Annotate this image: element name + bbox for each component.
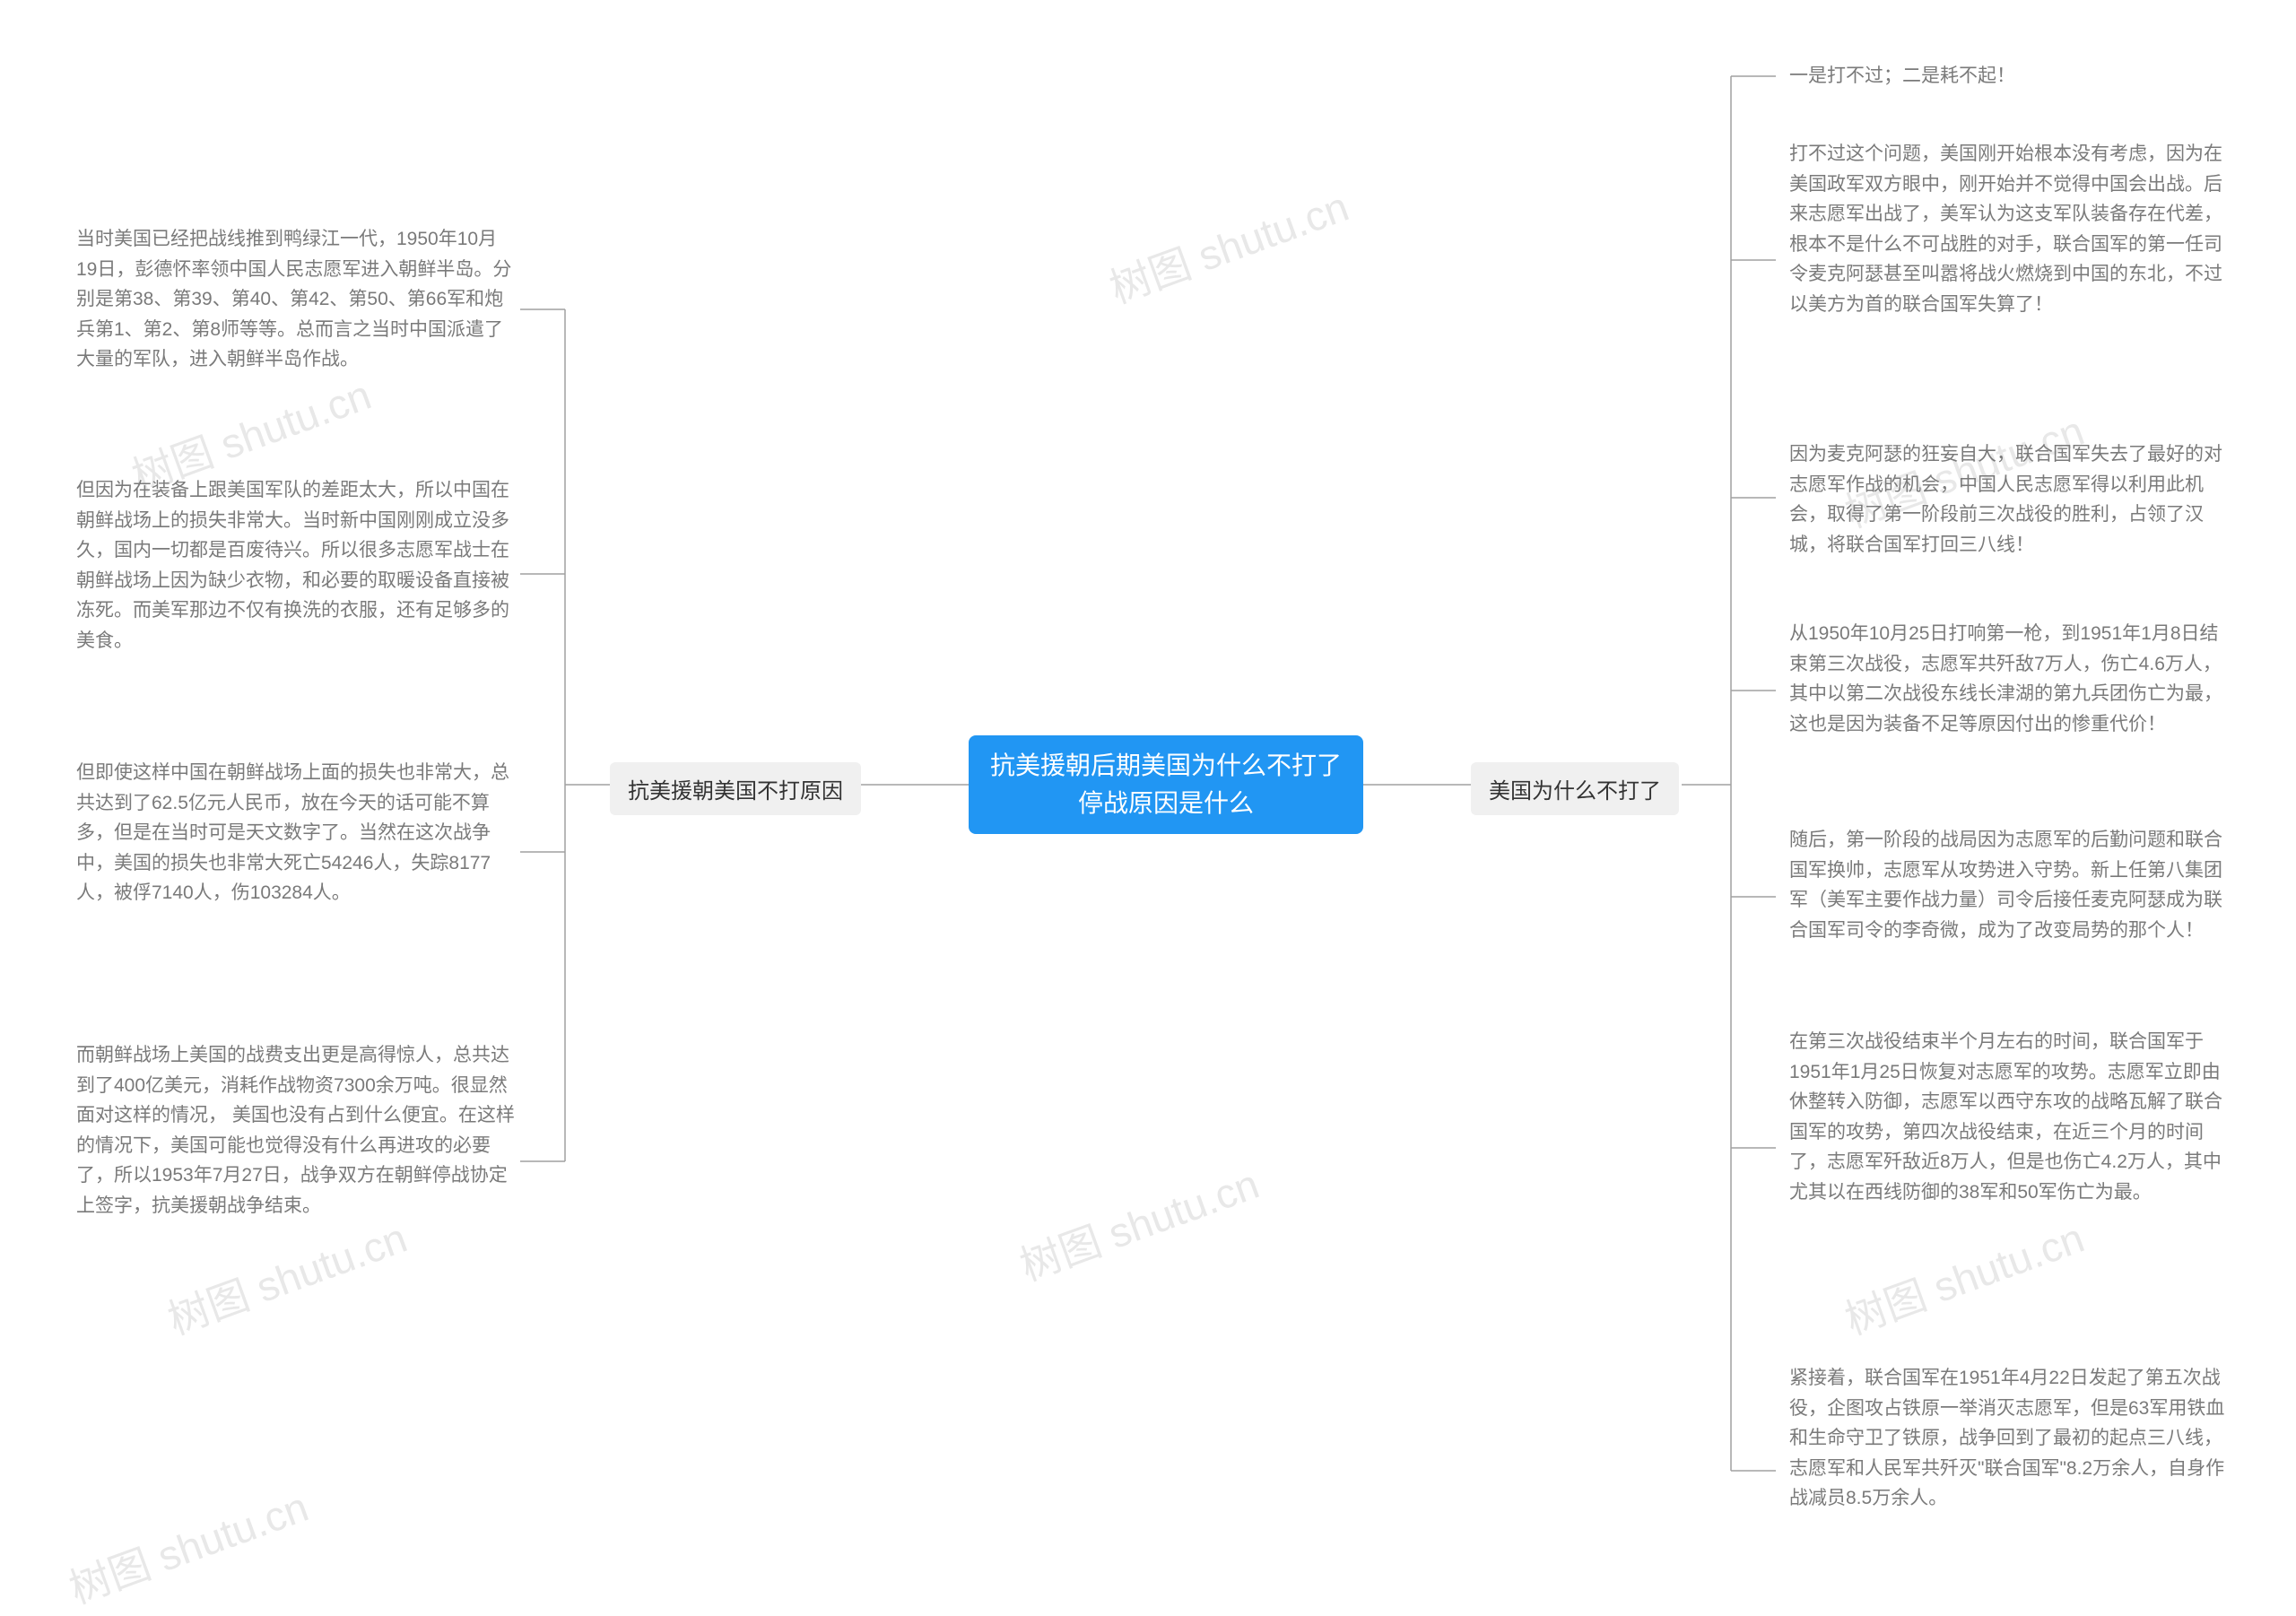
left-leaf[interactable]: 但即使这样中国在朝鲜战场上面的损失也非常大，总共达到了62.5亿元人民币，放在今… (76, 758, 516, 908)
left-leaf[interactable]: 而朝鲜战场上美国的战费支出更是高得惊人，总共达到了400亿美元，消耗作战物资73… (76, 1040, 516, 1221)
leaf-text: 一是打不过；二是耗不起！ (1789, 65, 2015, 86)
right-leaf[interactable]: 因为麦克阿瑟的狂妄自大，联合国军失去了最好的对志愿军作战的机会，中国人民志愿军得… (1789, 439, 2229, 560)
leaf-text: 紧接着，联合国军在1951年4月22日发起了第五次战役，企图攻占铁原一举消灭志愿… (1789, 1368, 2224, 1508)
center-topic-label: 抗美援朝后期美国为什么不打了 停战原因是什么 (979, 747, 1352, 822)
center-topic[interactable]: 抗美援朝后期美国为什么不打了 停战原因是什么 (969, 735, 1363, 834)
watermark: 树图 shutu.cn (60, 1474, 315, 1615)
leaf-text: 从1950年10月25日打响第一枪，到1951年1月8日结束第三次战役，志愿军共… (1789, 623, 2222, 734)
leaf-text: 在第三次战役结束半个月左右的时间，联合国军于1951年1月25日恢复对志愿军的攻… (1789, 1031, 2222, 1203)
right-leaf[interactable]: 在第三次战役结束半个月左右的时间，联合国军于1951年1月25日恢复对志愿军的攻… (1789, 1027, 2229, 1208)
leaf-text: 当时美国已经把战线推到鸭绿江一代，1950年10月19日，彭德怀率领中国人民志愿… (76, 229, 511, 369)
right-leaf[interactable]: 随后，第一阶段的战局因为志愿军的后勤问题和联合国军换帅，志愿军从攻势进入守势。新… (1789, 825, 2229, 945)
right-leaf[interactable]: 打不过这个问题，美国刚开始根本没有考虑，因为在美国政军双方眼中，刚开始并不觉得中… (1789, 139, 2229, 320)
watermark: 树图 shutu.cn (1011, 1151, 1265, 1292)
right-leaf[interactable]: 紧接着，联合国军在1951年4月22日发起了第五次战役，企图攻占铁原一举消灭志愿… (1789, 1363, 2229, 1514)
leaf-text: 但因为在装备上跟美国军队的差距太大，所以中国在朝鲜战场上的损失非常大。当时新中国… (76, 480, 509, 651)
leaf-text: 因为麦克阿瑟的狂妄自大，联合国军失去了最好的对志愿军作战的机会，中国人民志愿军得… (1789, 444, 2222, 555)
right-branch-label: 美国为什么不打了 (1489, 779, 1661, 804)
watermark: 树图 shutu.cn (1100, 174, 1355, 315)
watermark: 树图 shutu.cn (159, 1205, 413, 1346)
watermark: 树图 shutu.cn (1836, 1205, 2091, 1346)
leaf-text: 随后，第一阶段的战局因为志愿军的后勤问题和联合国军换帅，志愿军从攻势进入守势。新… (1789, 830, 2222, 941)
left-leaf[interactable]: 当时美国已经把战线推到鸭绿江一代，1950年10月19日，彭德怀率领中国人民志愿… (76, 224, 516, 375)
right-branch[interactable]: 美国为什么不打了 (1471, 762, 1679, 815)
right-leaf[interactable]: 一是打不过；二是耗不起！ (1789, 61, 2229, 91)
leaf-text: 打不过这个问题，美国刚开始根本没有考虑，因为在美国政军双方眼中，刚开始并不觉得中… (1789, 143, 2222, 315)
leaf-text: 而朝鲜战场上美国的战费支出更是高得惊人，总共达到了400亿美元，消耗作战物资73… (76, 1045, 515, 1216)
leaf-text: 但即使这样中国在朝鲜战场上面的损失也非常大，总共达到了62.5亿元人民币，放在今… (76, 762, 509, 903)
right-leaf[interactable]: 从1950年10月25日打响第一枪，到1951年1月8日结束第三次战役，志愿军共… (1789, 619, 2229, 739)
left-branch[interactable]: 抗美援朝美国不打原因 (610, 762, 861, 815)
left-leaf[interactable]: 但因为在装备上跟美国军队的差距太大，所以中国在朝鲜战场上的损失非常大。当时新中国… (76, 475, 516, 656)
left-branch-label: 抗美援朝美国不打原因 (628, 779, 843, 804)
